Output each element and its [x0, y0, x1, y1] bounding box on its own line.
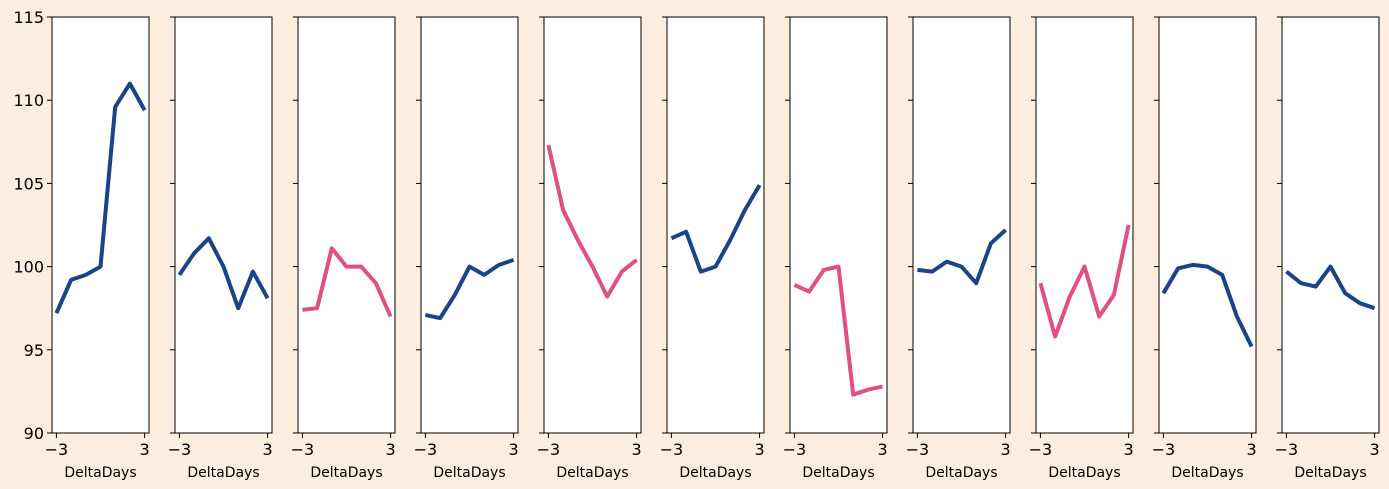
plot-area: [666, 16, 765, 434]
x-tick-label: −3: [1152, 440, 1176, 459]
x-tick-label: 3: [631, 440, 641, 459]
x-tick-label: 3: [877, 440, 887, 459]
x-tick-label: 3: [1000, 440, 1010, 459]
x-tick-label: 3: [385, 440, 395, 459]
x-axis-label: DeltaDays: [1048, 465, 1120, 481]
x-axis-label: DeltaDays: [64, 465, 136, 481]
plot-area: [1281, 16, 1380, 434]
x-tick-label: −3: [291, 440, 315, 459]
plot-area: [1035, 16, 1134, 434]
x-axis-label: DeltaDays: [187, 465, 259, 481]
x-tick-label: −3: [660, 440, 684, 459]
y-tick-label: 95: [24, 341, 44, 360]
x-tick-label: 3: [1123, 440, 1133, 459]
plot-area: [174, 16, 273, 434]
series-line: [546, 144, 638, 299]
x-axis-label: DeltaDays: [679, 465, 751, 481]
plot-area: [1158, 16, 1257, 434]
y-tick-label: 110: [13, 91, 44, 110]
series-line: [302, 246, 393, 318]
series-line: [424, 258, 515, 321]
x-tick-label: 3: [1246, 440, 1256, 459]
x-tick-label: 3: [262, 440, 272, 459]
plot-area: [912, 16, 1011, 434]
y-tick-label: 115: [13, 8, 44, 27]
plot-area: [789, 16, 888, 434]
x-axis-label: DeltaDays: [1294, 465, 1366, 481]
y-tick-label: 90: [24, 424, 44, 443]
x-axis-label: DeltaDays: [310, 465, 382, 481]
x-axis-label: DeltaDays: [433, 465, 505, 481]
series-line: [1285, 264, 1376, 311]
y-tick-label: 100: [13, 258, 44, 277]
x-tick-label: −3: [414, 440, 438, 459]
plot-area: [543, 16, 642, 434]
x-tick-label: −3: [45, 440, 69, 459]
x-tick-label: −3: [783, 440, 807, 459]
x-tick-label: 3: [508, 440, 518, 459]
x-tick-label: −3: [906, 440, 930, 459]
x-axis-label: DeltaDays: [925, 465, 997, 481]
series-line: [1161, 262, 1254, 348]
series-line: [1038, 224, 1131, 339]
series-line: [177, 236, 270, 311]
plot-area: [420, 16, 519, 434]
series-line: [54, 81, 147, 315]
x-axis-label: DeltaDays: [556, 465, 628, 481]
x-tick-label: −3: [537, 440, 561, 459]
x-tick-label: 3: [139, 440, 149, 459]
plot-area: [51, 16, 150, 434]
x-tick-label: 3: [1369, 440, 1379, 459]
series-line: [670, 184, 762, 274]
series-line: [917, 228, 1007, 286]
x-tick-label: −3: [168, 440, 192, 459]
y-tick-label: 105: [13, 174, 44, 193]
plot-area: [297, 16, 396, 434]
x-tick-label: 3: [754, 440, 764, 459]
x-axis-label: DeltaDays: [802, 465, 874, 481]
x-axis-label: DeltaDays: [1171, 465, 1243, 481]
x-tick-label: −3: [1029, 440, 1053, 459]
series-line: [793, 264, 884, 397]
x-tick-label: −3: [1275, 440, 1299, 459]
